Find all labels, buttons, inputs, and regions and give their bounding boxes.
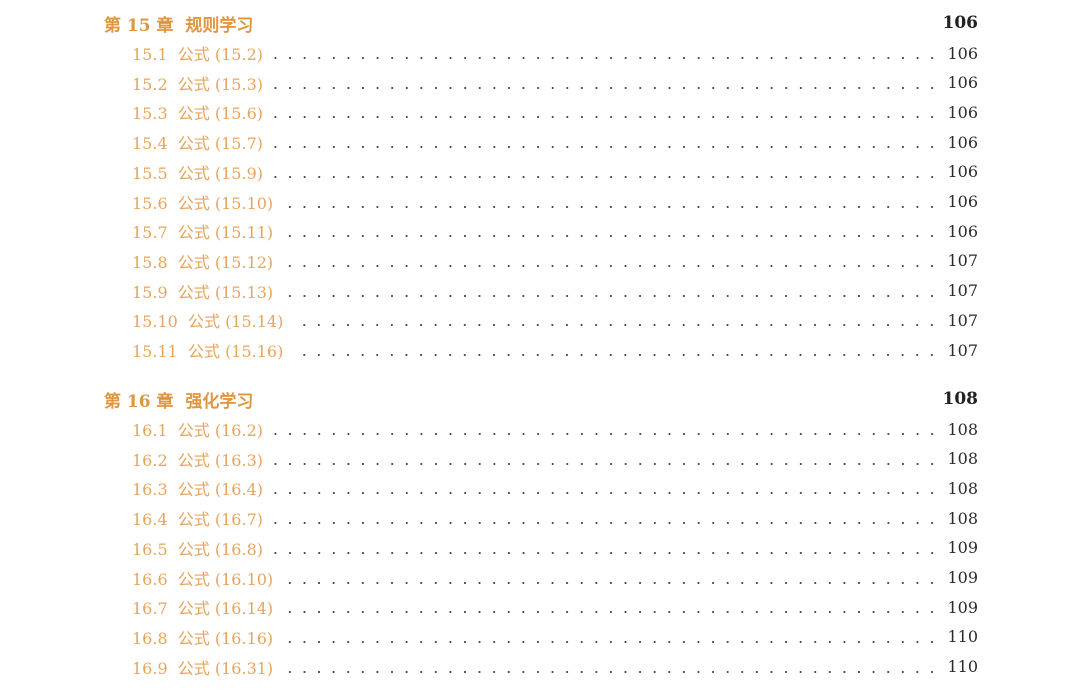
toc-entry-link[interactable]: 15.9 公式 (15.13) bbox=[132, 282, 274, 302]
toc-entry-link[interactable]: 15.3 公式 (15.6) bbox=[132, 104, 263, 124]
toc-entry-page: 108 bbox=[947, 419, 978, 439]
toc-entry-link[interactable]: 16.5 公式 (16.8) bbox=[132, 539, 263, 559]
toc-entry-page: 109 bbox=[947, 597, 978, 617]
dot-leader bbox=[273, 492, 940, 495]
toc-entry-page: 107 bbox=[947, 340, 978, 360]
toc-entry[interactable]: 15.7 公式 (15.11) 106 bbox=[132, 218, 978, 244]
toc-entry[interactable]: 15.1 公式 (15.2) 106 bbox=[132, 40, 978, 66]
toc-entry-link[interactable]: 16.2 公式 (16.3) bbox=[132, 450, 263, 470]
toc-entry-link[interactable]: 15.11 公式 (15.16) bbox=[132, 342, 284, 361]
toc-entry[interactable]: 16.9 公式 (16.31) 110 bbox=[132, 654, 978, 680]
chapter-page-number: 106 bbox=[942, 13, 979, 33]
dot-leader bbox=[273, 175, 940, 178]
dot-leader bbox=[273, 146, 940, 149]
dot-leader bbox=[273, 462, 940, 465]
toc-entry[interactable]: 15.9 公式 (15.13) 107 bbox=[132, 278, 978, 304]
toc-entry-page: 106 bbox=[947, 221, 978, 241]
chapter-heading-16[interactable]: 第 16 章 强化学习 108 bbox=[104, 386, 978, 412]
dot-leader bbox=[283, 264, 940, 267]
toc-entry-link[interactable]: 15.1 公式 (15.2) bbox=[132, 45, 263, 64]
toc-entry-link[interactable]: 15.7 公式 (15.11) bbox=[132, 223, 274, 243]
toc-entry-page: 108 bbox=[947, 508, 978, 528]
dot-leader bbox=[283, 205, 940, 208]
toc-entry-page: 108 bbox=[947, 449, 978, 469]
dot-leader bbox=[273, 57, 940, 59]
dot-leader bbox=[293, 354, 940, 356]
toc-entry-page: 107 bbox=[947, 310, 978, 330]
dot-leader bbox=[273, 522, 940, 525]
dot-leader bbox=[283, 640, 940, 643]
toc-entry-page: 107 bbox=[947, 251, 978, 271]
chapter-title[interactable]: 第 15 章 规则学习 bbox=[104, 15, 254, 36]
toc-entry-link[interactable]: 16.4 公式 (16.7) bbox=[132, 510, 263, 530]
dot-leader bbox=[273, 116, 940, 119]
dot-leader bbox=[273, 551, 940, 554]
toc-entry[interactable]: 16.2 公式 (16.3) 108 bbox=[132, 446, 978, 472]
toc-entry[interactable]: 16.5 公式 (16.8) 109 bbox=[132, 535, 978, 561]
toc-entry-link[interactable]: 15.2 公式 (15.3) bbox=[132, 74, 263, 94]
toc-entry[interactable]: 15.5 公式 (15.9) 106 bbox=[132, 159, 978, 185]
dot-leader bbox=[283, 670, 940, 673]
chapter-title[interactable]: 第 16 章 强化学习 bbox=[104, 391, 254, 412]
toc-entry-page: 110 bbox=[947, 627, 978, 647]
toc-entry[interactable]: 16.6 公式 (16.10) 109 bbox=[132, 565, 978, 591]
toc-entry-page: 106 bbox=[947, 132, 978, 152]
toc-entry[interactable]: 16.3 公式 (16.4) 108 bbox=[132, 475, 978, 501]
dot-leader bbox=[273, 86, 940, 89]
toc-entry-link[interactable]: 16.3 公式 (16.4) bbox=[132, 480, 263, 500]
toc-entry-page: 106 bbox=[947, 43, 978, 63]
toc-entry-page: 108 bbox=[947, 478, 978, 498]
toc-entry-link[interactable]: 16.7 公式 (16.14) bbox=[132, 599, 274, 619]
toc-entry-page: 107 bbox=[947, 281, 978, 301]
chapter-heading-15[interactable]: 第 15 章 规则学习 106 bbox=[104, 10, 978, 36]
toc-entry-link[interactable]: 16.9 公式 (16.31) bbox=[132, 658, 274, 678]
toc-entry[interactable]: 16.7 公式 (16.14) 109 bbox=[132, 594, 978, 620]
toc-entry-page: 106 bbox=[947, 73, 978, 93]
toc-entry-page: 109 bbox=[947, 538, 978, 558]
toc-entry[interactable]: 16.1 公式 (16.2) 108 bbox=[132, 416, 978, 442]
toc-entry-link[interactable]: 16.1 公式 (16.2) bbox=[132, 421, 263, 440]
dot-leader bbox=[283, 611, 940, 614]
toc-entry[interactable]: 16.4 公式 (16.7) 108 bbox=[132, 505, 978, 531]
toc-entry-page: 106 bbox=[947, 102, 978, 122]
toc-entry[interactable]: 15.2 公式 (15.3) 106 bbox=[132, 70, 978, 96]
dot-leader bbox=[283, 294, 940, 297]
dot-leader bbox=[283, 581, 940, 584]
chapter-page-number: 108 bbox=[942, 389, 979, 409]
dot-leader bbox=[273, 433, 940, 435]
toc-entry[interactable]: 15.3 公式 (15.6) 106 bbox=[132, 99, 978, 125]
toc-entry-link[interactable]: 15.6 公式 (15.10) bbox=[132, 193, 274, 213]
toc-entry-link[interactable]: 15.10 公式 (15.14) bbox=[132, 312, 284, 332]
toc-entry-page: 106 bbox=[947, 192, 978, 211]
dot-leader bbox=[293, 324, 940, 327]
dot-leader bbox=[283, 235, 940, 238]
toc-entry[interactable]: 16.8 公式 (16.16) 110 bbox=[132, 624, 978, 650]
toc-entry-link[interactable]: 15.8 公式 (15.12) bbox=[132, 252, 274, 272]
toc-entry[interactable]: 15.8 公式 (15.12) 107 bbox=[132, 248, 978, 274]
toc-entry-page: 106 bbox=[947, 162, 978, 182]
toc-entry[interactable]: 15.6 公式 (15.10) 106 bbox=[132, 189, 978, 215]
toc-entry-page: 110 bbox=[947, 657, 978, 677]
toc-entry[interactable]: 15.11 公式 (15.16) 107 bbox=[132, 337, 978, 363]
toc-entry-link[interactable]: 15.4 公式 (15.7) bbox=[132, 134, 263, 154]
toc-entry-link[interactable]: 16.6 公式 (16.10) bbox=[132, 569, 274, 589]
toc-entry-page: 109 bbox=[947, 568, 978, 587]
toc-entry[interactable]: 15.4 公式 (15.7) 106 bbox=[132, 129, 978, 155]
toc-entry-link[interactable]: 16.8 公式 (16.16) bbox=[132, 628, 274, 648]
toc-entry-link[interactable]: 15.5 公式 (15.9) bbox=[132, 163, 263, 183]
toc-entry[interactable]: 15.10 公式 (15.14) 107 bbox=[132, 307, 978, 333]
